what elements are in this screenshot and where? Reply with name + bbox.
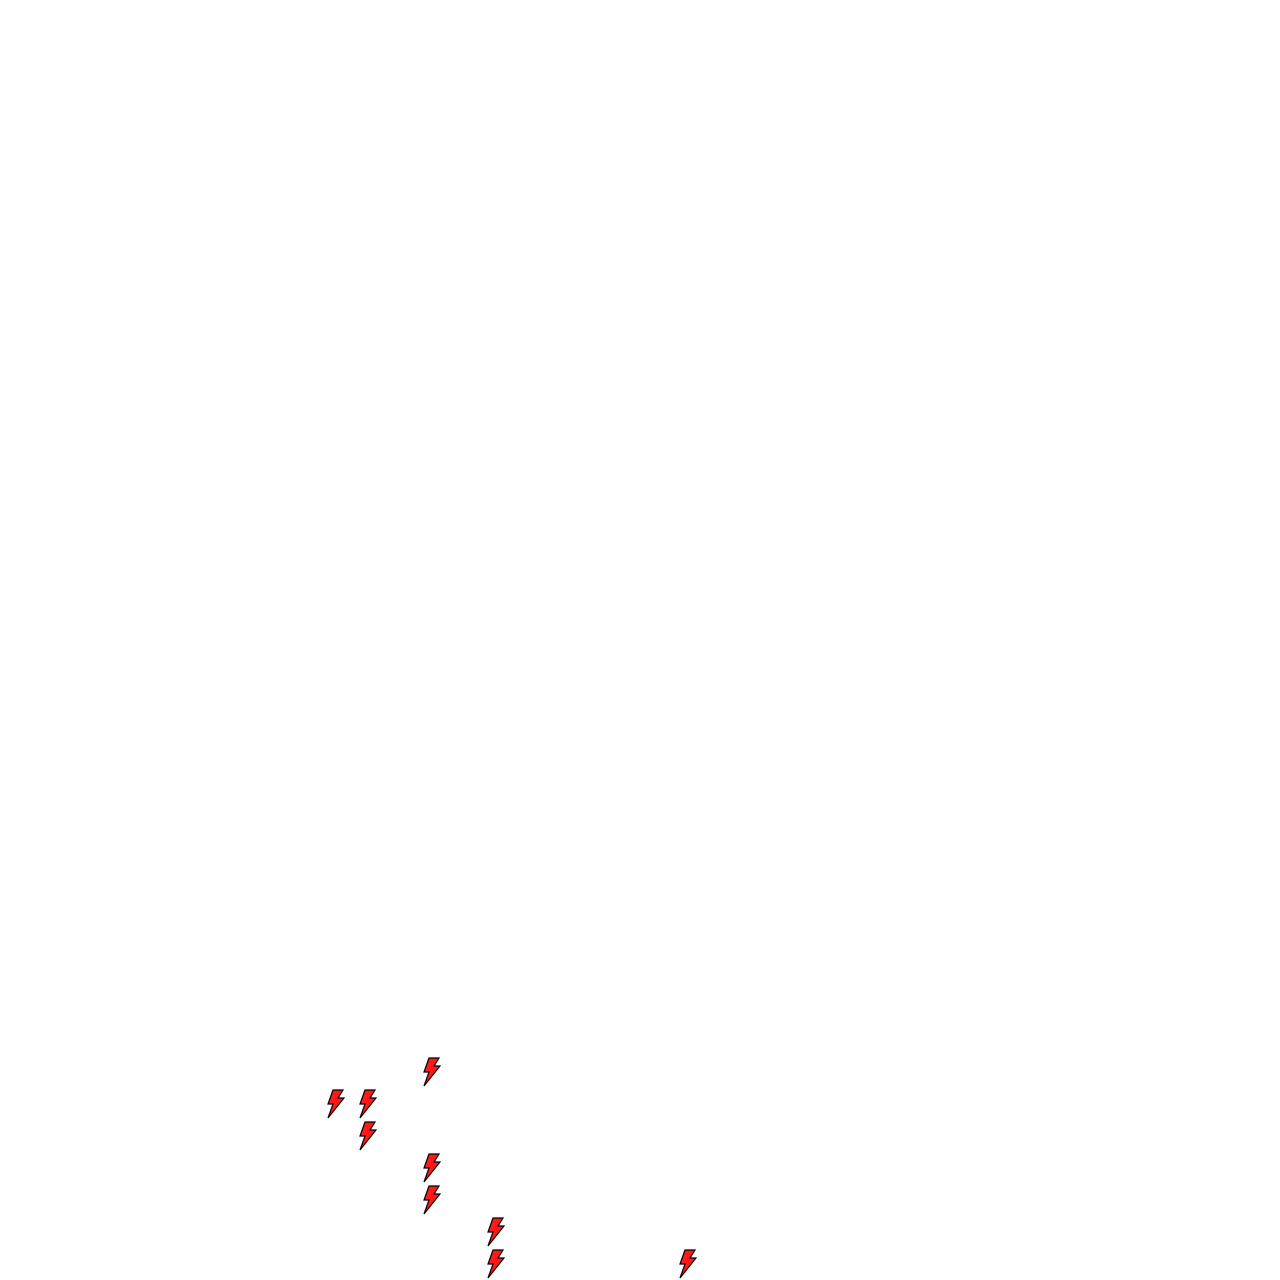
lightning-bolt-icon[interactable] bbox=[320, 1088, 352, 1120]
lightning-bolt-icon[interactable] bbox=[416, 1152, 448, 1184]
lightning-bolt-icon[interactable] bbox=[480, 1248, 512, 1280]
lightning-bolt-icon[interactable] bbox=[416, 1184, 448, 1216]
lightning-bolt-icon[interactable] bbox=[480, 1216, 512, 1248]
lightning-bolt-icon[interactable] bbox=[672, 1248, 704, 1280]
lightning-bolt-icon[interactable] bbox=[352, 1088, 384, 1120]
lightning-bolt-icon[interactable] bbox=[352, 1120, 384, 1152]
lightning-bolt-icon[interactable] bbox=[416, 1056, 448, 1088]
